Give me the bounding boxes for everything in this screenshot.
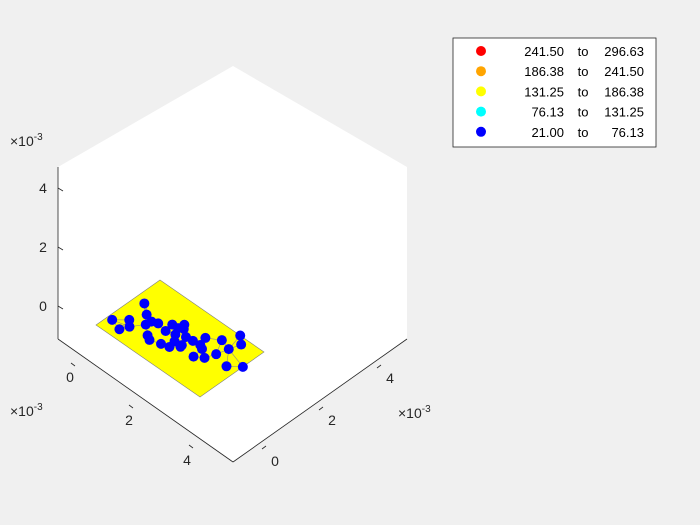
data-point [164, 341, 175, 352]
legend-to: 241.50 [604, 64, 644, 79]
data-point [153, 318, 164, 329]
z-tick [57, 305, 64, 310]
y-exponent-label: ×10-3 [398, 404, 431, 421]
legend-from: 131.25 [524, 84, 564, 99]
tick-labels: 0 2 4 0 2 4 0 2 4 [39, 180, 394, 469]
data-point [197, 343, 207, 354]
data-point [223, 344, 234, 355]
legend-to: 296.63 [604, 44, 644, 59]
data-point [107, 314, 118, 325]
axis-lines [57, 167, 408, 463]
data-point [211, 349, 222, 360]
legend-to-word: to [578, 125, 589, 140]
legend-from: 186.38 [524, 64, 564, 79]
legend-to-word: to [578, 84, 589, 99]
z-tick [57, 187, 64, 192]
y-tick-label: 4 [386, 370, 394, 386]
data-point [237, 361, 248, 372]
data-point [235, 330, 246, 341]
legend: 241.50 to 296.63 186.38 to 241.50 131.25 to 186.… [452, 37, 657, 148]
legend-to-word: to [578, 64, 589, 79]
y-tick-label: 2 [328, 412, 336, 428]
data-point [187, 335, 198, 346]
data-point [124, 321, 135, 332]
z-tick [57, 246, 64, 251]
x-tick-label: 2 [125, 412, 133, 428]
z-tick-label: 2 [39, 239, 47, 255]
data-points [107, 298, 248, 372]
z-exponent-label: ×10-3 [10, 132, 43, 149]
axes-background [58, 66, 407, 462]
data-point [199, 352, 210, 363]
x-exponent-label: ×10-3 [10, 402, 43, 419]
x-tick [188, 444, 194, 449]
data-point [140, 319, 151, 330]
y-axis-line [232, 338, 408, 463]
data-point [114, 324, 125, 335]
x-tick-label: 4 [183, 452, 191, 468]
x-tick-label: 0 [66, 369, 74, 385]
x-tick [128, 404, 134, 409]
data-point [175, 341, 186, 352]
legend-marker [476, 86, 486, 97]
data-point [139, 298, 150, 309]
y-tick [376, 364, 382, 369]
legend-from: 241.50 [524, 44, 564, 59]
legend-marker [476, 126, 486, 137]
legend-to: 131.25 [604, 105, 644, 120]
z-tick-label: 0 [39, 298, 47, 314]
y-tick-label: 0 [271, 453, 279, 469]
data-point [178, 323, 189, 334]
legend-entries: 241.50 to 296.63 186.38 to 241.50 131.25 to 186.… [476, 44, 644, 140]
data-point [236, 339, 247, 350]
data-point [216, 335, 227, 346]
legend-box [452, 37, 657, 148]
x-axis-line [57, 338, 234, 463]
y-tick [261, 445, 267, 450]
y-tick [318, 406, 324, 411]
axis-ticks [57, 187, 382, 450]
x-tick [70, 362, 76, 367]
data-point [188, 351, 199, 362]
data-point [221, 361, 232, 372]
legend-to: 76.13 [611, 125, 644, 140]
legend-from: 76.13 [531, 105, 564, 120]
legend-from: 21.00 [531, 125, 564, 140]
data-point [144, 334, 155, 345]
legend-marker [476, 46, 486, 56]
legend-to-word: to [578, 44, 589, 59]
legend-to: 186.38 [604, 84, 644, 99]
legend-marker [476, 106, 486, 117]
legend-marker [476, 66, 486, 77]
legend-to-word: to [578, 105, 589, 120]
data-point [156, 338, 167, 349]
data-point [160, 325, 171, 336]
z-tick-label: 4 [39, 180, 47, 196]
data-point [200, 332, 211, 343]
data-point [141, 309, 152, 320]
